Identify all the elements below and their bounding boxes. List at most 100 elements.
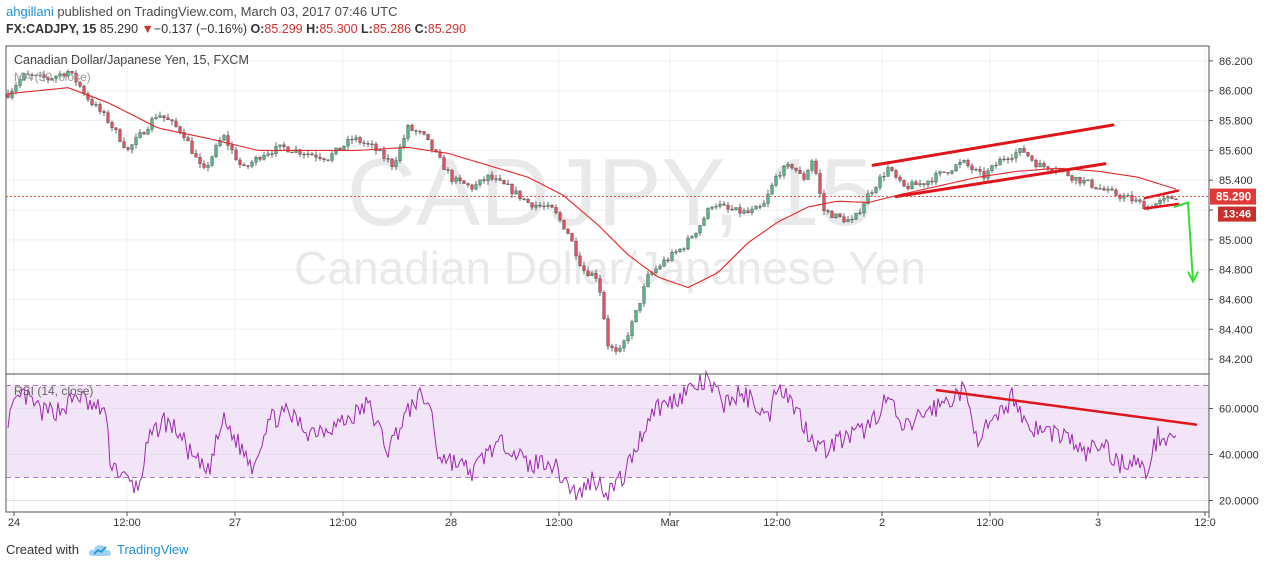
chart-canvas[interactable]: CADJPY, 15 Canadian Dollar/Japanese Yen … [0,40,1269,538]
candle [1006,156,1010,164]
candle [370,140,374,149]
close-value: 85.290 [427,22,466,36]
candle [758,204,762,210]
candle [1090,178,1094,189]
candle [454,175,458,185]
candle [558,211,562,223]
candle [814,158,818,176]
candle [402,134,406,150]
candle [282,141,286,151]
candle [886,164,890,177]
time-tick-label: 24 [8,517,20,529]
candle [682,247,686,252]
candle [22,72,26,81]
candle [790,163,794,171]
candle [802,170,806,182]
candle [974,167,978,172]
candle [770,182,774,196]
last-price-tag-label: 85.290 [1216,192,1251,204]
candle [462,180,466,184]
time-tick-label: 12:00 [545,517,573,529]
rsi-axis[interactable]: 20.0000 40.0000 60.0000 [1209,404,1259,508]
candle [50,77,54,82]
candle [114,127,118,134]
publish-line: ahgillani published on TradingView.com, … [6,4,397,19]
rsi-trend-line[interactable] [935,388,1198,426]
candle [162,115,166,122]
candle [338,147,342,151]
candle [254,155,258,166]
time-tick-label: 28 [445,517,457,529]
time-tick-label: 12:00 [113,517,141,529]
candle [94,101,98,108]
candle [358,135,362,145]
candle [666,257,670,263]
candle [634,310,638,323]
candle [578,252,582,268]
candle [530,202,534,210]
candle [794,167,798,173]
channel-upper-line[interactable] [871,123,1115,167]
candle [734,207,738,211]
author-link[interactable]: ahgillani [6,4,54,19]
candle [574,237,578,260]
time-axis[interactable]: 24 12:00 27 12:00 28 12:00 Mar 12:00 2 12:00 3 12:0 [8,512,1216,529]
candle [250,159,254,169]
candle [798,166,802,174]
tradingview-link[interactable]: TradingView [117,542,189,557]
candle [26,70,30,76]
last-price-tag [1210,188,1256,205]
candle [882,172,886,182]
countdown-tag-label: 13:46 [1223,209,1251,221]
rsi-trendline[interactable] [935,388,1198,426]
candle [1134,196,1138,203]
channel-lower-line[interactable] [894,162,1107,199]
candle [626,331,630,344]
time-tick-label: 27 [229,517,241,529]
countdown-tag [1218,206,1256,222]
candle [194,149,198,158]
price-tick-label: 84.400 [1219,324,1253,336]
change-arrow-icon: ▼ [141,22,154,36]
candle [1114,188,1118,197]
candle [1042,160,1046,170]
candle [658,263,662,270]
candle [1002,155,1006,162]
low-value: 85.286 [372,22,412,36]
candle [258,155,262,162]
candle [238,157,242,169]
candle [1102,185,1106,191]
chart-title: Canadian Dollar/Japanese Yen, 15, FXCM [14,53,249,67]
candle [142,131,146,135]
candle [526,198,530,203]
candle [154,113,158,120]
candle [726,201,730,214]
candle [1098,184,1102,190]
change-value: −0.137 (−0.16%) [153,22,248,36]
candle [130,144,134,154]
candle [110,120,114,132]
candle [166,113,170,121]
last-price: 85.290 [99,22,139,36]
candle [546,201,550,210]
candle [518,190,522,201]
candle [586,266,590,277]
price-tick-label: 85.000 [1219,235,1253,247]
candle [602,290,606,321]
footer: Created with TradingView [0,536,1269,566]
rsi-line [7,369,1177,501]
small-channel-lower-line[interactable] [1143,202,1180,210]
time-tick-label: 12:0 [1194,517,1215,529]
candle [30,72,34,80]
candle [190,136,194,155]
candle [854,212,858,221]
candle [614,343,618,355]
open-label: O: [250,22,265,36]
price-tick-label: 86.000 [1219,86,1253,98]
candle [898,175,902,183]
candle [754,205,758,210]
candle [242,162,246,167]
forecast-arrow[interactable] [1173,201,1194,282]
rsi-tick-label: 60.0000 [1219,404,1259,416]
candle [118,127,122,143]
